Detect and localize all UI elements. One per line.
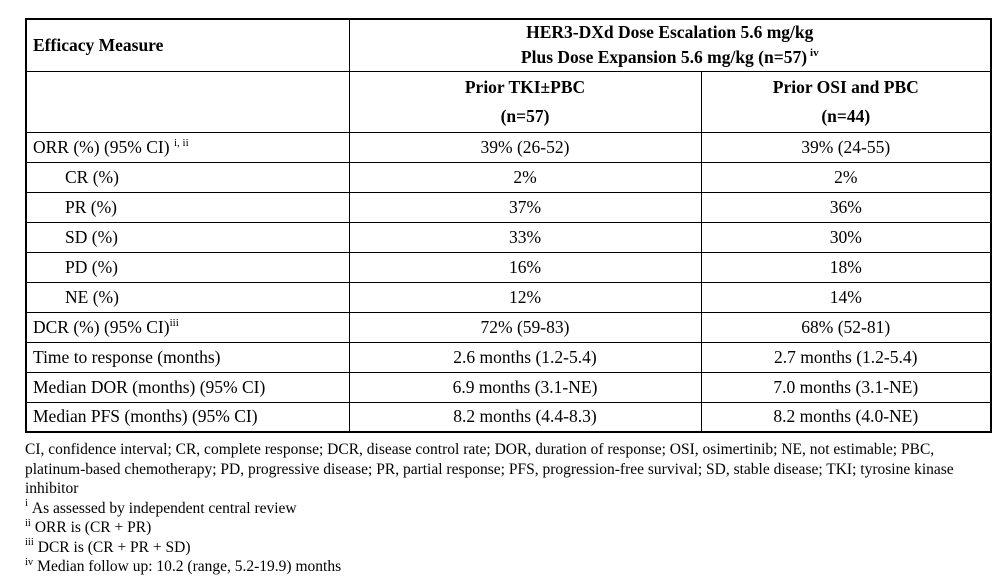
group-header-line1: HER3-DXd Dose Escalation 5.6 mg/kg — [526, 22, 814, 43]
table-row-median-dor: Median DOR (months) (95% CI) 6.9 months … — [25, 371, 992, 403]
corner-header-label: Efficacy Measure — [33, 34, 164, 55]
column-header-tki-pbc: Prior TKI±PBC (n=57) — [348, 70, 702, 133]
table-row-pr: PR (%) 37% 36% — [25, 191, 992, 223]
value-cell: 14% — [700, 281, 992, 313]
value-cell: 8.2 months (4.4-8.3) — [348, 401, 702, 433]
value-cell: 30% — [700, 221, 992, 253]
footnote-marker-iii: iii — [25, 537, 34, 549]
table-row-cr: CR (%) 2% 2% — [25, 161, 992, 193]
value-cell: 39% (24-55) — [700, 131, 992, 163]
value-cell: 18% — [700, 251, 992, 283]
value-cell: 2.6 months (1.2-5.4) — [348, 341, 702, 373]
footnote-marker-iv: iv — [810, 47, 819, 60]
group-header-line2: Plus Dose Expansion 5.6 mg/kg (n=57) iv — [520, 47, 819, 68]
header-row-columns: Prior TKI±PBC (n=57) Prior OSI and PBC (… — [25, 70, 992, 133]
table-row-dcr: DCR (%) (95% CI)iii 72% (59-83) 68% (52-… — [25, 311, 992, 343]
value-cell: 33% — [348, 221, 702, 253]
value-cell: 12% — [348, 281, 702, 313]
row-label-cell: PD (%) — [25, 251, 350, 283]
table-row-ne: NE (%) 12% 14% — [25, 281, 992, 313]
row-label-cell: ORR (%) (95% CI) i, ii — [25, 131, 350, 163]
value-cell: 16% — [348, 251, 702, 283]
header-row-group: Efficacy Measure HER3-DXd Dose Escalatio… — [25, 18, 992, 72]
footnote-iii: iii DCR is (CR + PR + SD) — [25, 537, 191, 556]
row-label-cell: Median PFS (months) (95% CI) — [25, 401, 350, 433]
value-cell: 37% — [348, 191, 702, 223]
value-cell: 7.0 months (3.1-NE) — [700, 371, 992, 403]
row-label-cell: SD (%) — [25, 221, 350, 253]
value-cell: 68% (52-81) — [700, 311, 992, 343]
empty-header-cell — [25, 70, 350, 133]
table-row-pd: PD (%) 16% 18% — [25, 251, 992, 283]
row-label-cell: NE (%) — [25, 281, 350, 313]
footnote-marker: i, ii — [173, 136, 189, 149]
value-cell: 2% — [700, 161, 992, 193]
efficacy-table: Efficacy Measure HER3-DXd Dose Escalatio… — [25, 18, 993, 433]
footnote-iv: iv Median follow up: 10.2 (range, 5.2-19.… — [25, 556, 342, 575]
value-cell: 36% — [700, 191, 992, 223]
footnote-ii: ii ORR is (CR + PR) — [25, 517, 152, 536]
abbreviations-note: CI, confidence interval; CR, complete re… — [25, 441, 954, 497]
table-row-median-pfs: Median PFS (months) (95% CI) 8.2 months … — [25, 401, 992, 433]
table-row-sd: SD (%) 33% 30% — [25, 221, 992, 253]
column-header-osi-pbc: Prior OSI and PBC (n=44) — [700, 70, 992, 133]
footnote-i: i As assessed by independent central revi… — [25, 498, 297, 517]
value-cell: 8.2 months (4.0-NE) — [700, 401, 992, 433]
row-label-cell: CR (%) — [25, 161, 350, 193]
row-label-cell: PR (%) — [25, 191, 350, 223]
footnote-marker: iii — [169, 316, 179, 329]
row-label-cell: DCR (%) (95% CI)iii — [25, 311, 350, 343]
footnotes: CI, confidence interval; CR, complete re… — [25, 440, 995, 577]
value-cell: 39% (26-52) — [348, 131, 702, 163]
document-page: Efficacy Measure HER3-DXd Dose Escalatio… — [25, 18, 993, 577]
value-cell: 2% — [348, 161, 702, 193]
row-label-cell: Median DOR (months) (95% CI) — [25, 371, 350, 403]
group-header-cell: HER3-DXd Dose Escalation 5.6 mg/kg Plus … — [348, 18, 992, 72]
value-cell: 6.9 months (3.1-NE) — [348, 371, 702, 403]
table-row-time-to-response: Time to response (months) 2.6 months (1.… — [25, 341, 992, 373]
row-label-cell: Time to response (months) — [25, 341, 350, 373]
corner-header-cell: Efficacy Measure — [25, 18, 350, 72]
footnote-marker-iv-note: iv — [25, 556, 34, 568]
value-cell: 2.7 months (1.2-5.4) — [700, 341, 992, 373]
table-row-orr: ORR (%) (95% CI) i, ii 39% (26-52) 39% (… — [25, 131, 992, 163]
value-cell: 72% (59-83) — [348, 311, 702, 343]
footnote-marker-i: i — [25, 498, 28, 510]
footnote-marker-ii: ii — [25, 517, 31, 529]
